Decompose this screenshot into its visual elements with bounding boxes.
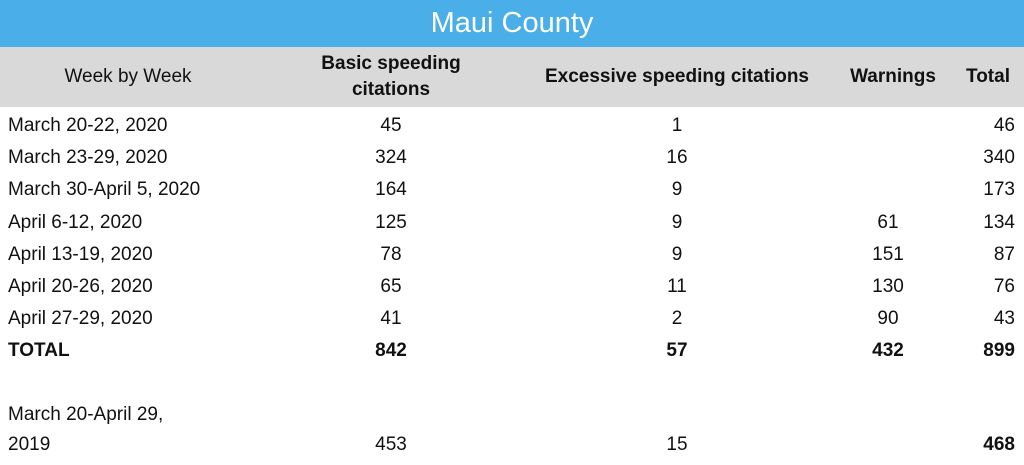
number-cell: 453 bbox=[375, 434, 407, 455]
number-cell: 57 bbox=[666, 340, 688, 361]
header-band bbox=[0, 47, 1024, 107]
title-bar: Maui County bbox=[0, 0, 1024, 47]
number-cell: 11 bbox=[667, 276, 687, 297]
row-label: March 23-29, 2020 bbox=[8, 147, 168, 169]
number-cell: 134 bbox=[983, 211, 1015, 233]
number-cell: 78 bbox=[380, 243, 402, 265]
number-cell: 125 bbox=[375, 211, 407, 233]
number-cell: 324 bbox=[375, 147, 407, 169]
column-header: Total bbox=[966, 66, 1010, 87]
column-header: Warnings bbox=[850, 66, 936, 87]
number-cell: 65 bbox=[380, 276, 402, 297]
row-label: April 13-19, 2020 bbox=[8, 243, 153, 265]
row-label: March 20-April 29, bbox=[8, 404, 164, 425]
row-label: TOTAL bbox=[8, 340, 70, 361]
number-cell: 15 bbox=[666, 434, 688, 455]
column-header: Basic speeding citations bbox=[321, 53, 461, 100]
number-cell: 45 bbox=[380, 115, 402, 136]
number-cell: 432 bbox=[872, 340, 904, 361]
number-cell: 468 bbox=[983, 434, 1015, 455]
number-cell: 41 bbox=[380, 308, 402, 330]
number-cell: 61 bbox=[877, 211, 899, 233]
number-cell: 340 bbox=[983, 147, 1015, 169]
row-label: 2019 bbox=[8, 434, 51, 455]
number-cell: 9 bbox=[671, 179, 683, 201]
number-cell: 9 bbox=[671, 211, 683, 233]
row-label: April 6-12, 2020 bbox=[8, 211, 143, 233]
row-label: March 20-22, 2020 bbox=[8, 115, 168, 136]
number-cell: 2 bbox=[671, 308, 683, 330]
number-cell: 130 bbox=[872, 276, 904, 297]
row-label: April 20-26, 2020 bbox=[8, 276, 153, 297]
number-cell: 164 bbox=[375, 179, 407, 201]
number-cell: 87 bbox=[993, 243, 1015, 265]
number-cell: 9 bbox=[671, 243, 683, 265]
number-cell: 842 bbox=[375, 340, 407, 361]
column-header: Excessive speeding citations bbox=[544, 66, 809, 87]
number-cell: 46 bbox=[993, 115, 1015, 136]
number-cell: 16 bbox=[666, 147, 688, 169]
number-cell: 899 bbox=[983, 340, 1015, 361]
number-cell: 1 bbox=[671, 115, 683, 136]
number-cell: 151 bbox=[872, 243, 904, 265]
row-label: March 30-April 5, 2020 bbox=[8, 179, 201, 201]
column-header: Week by Week bbox=[64, 66, 192, 87]
number-cell: 173 bbox=[983, 179, 1015, 201]
number-cell: 43 bbox=[993, 308, 1015, 330]
number-cell: 76 bbox=[993, 276, 1015, 297]
number-cell: 90 bbox=[877, 308, 899, 330]
row-label: April 27-29, 2020 bbox=[8, 308, 153, 330]
